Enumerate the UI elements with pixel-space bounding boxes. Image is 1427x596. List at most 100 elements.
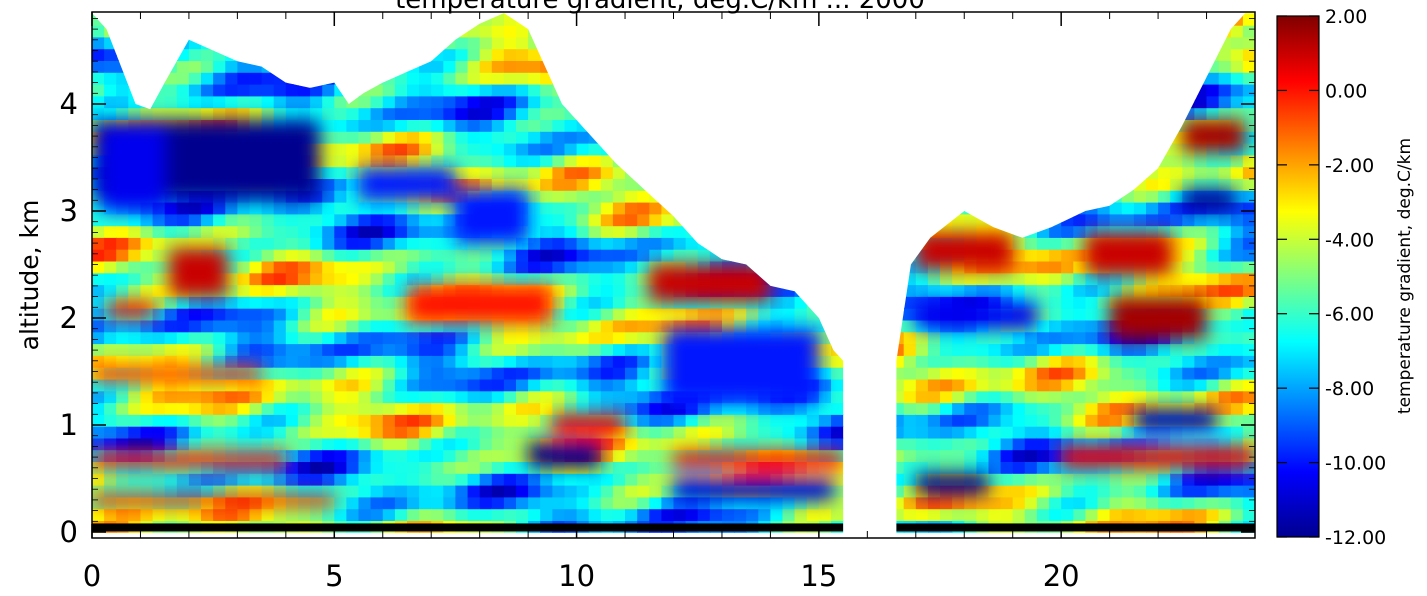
field-cell xyxy=(1012,119,1026,132)
field-cell xyxy=(1230,378,1244,392)
field-cell xyxy=(1218,378,1232,392)
field-cell xyxy=(758,237,772,250)
field-cell xyxy=(1012,437,1026,451)
field-cell xyxy=(431,331,445,345)
field-cell xyxy=(1242,178,1255,191)
field-cell xyxy=(794,284,808,297)
field-cell xyxy=(600,213,614,227)
field-cell xyxy=(1242,390,1255,404)
field-cell xyxy=(370,13,384,26)
field-cell xyxy=(794,48,808,61)
field-cell xyxy=(455,473,469,486)
field-cell xyxy=(915,272,929,286)
field-cell xyxy=(1158,60,1171,73)
field-cell xyxy=(104,390,117,404)
field-cell xyxy=(915,36,929,50)
field-cell xyxy=(649,390,663,404)
field-cell xyxy=(1194,355,1208,368)
field-cell xyxy=(673,48,687,61)
field-cell xyxy=(649,449,663,462)
field-cell xyxy=(600,508,614,521)
field-cell xyxy=(152,248,166,262)
field-cell xyxy=(237,272,251,286)
field-cell xyxy=(370,296,384,309)
field-cell xyxy=(285,13,299,26)
field-cell xyxy=(382,142,396,156)
field-cell xyxy=(285,390,299,404)
field-cell xyxy=(225,319,239,333)
field-cell xyxy=(467,131,481,144)
field-cell xyxy=(976,201,990,215)
field-cell xyxy=(927,190,941,203)
field-cell xyxy=(952,119,965,132)
field-cell xyxy=(358,260,372,274)
field-cell xyxy=(297,296,311,309)
field-cell xyxy=(1085,142,1099,156)
field-cell xyxy=(843,36,856,50)
field-cell xyxy=(1242,366,1255,380)
field-cell xyxy=(394,437,408,451)
field-cell xyxy=(709,437,723,451)
field-cell xyxy=(734,201,747,215)
field-cell xyxy=(225,72,239,85)
field-cell xyxy=(770,48,784,61)
field-cell xyxy=(576,119,590,132)
field-cell xyxy=(285,508,299,521)
field-cell xyxy=(407,24,420,38)
field-cell xyxy=(164,355,178,368)
field-cell xyxy=(92,390,105,404)
field-cell xyxy=(794,83,808,97)
heatmap-region xyxy=(92,451,286,468)
field-cell xyxy=(1109,142,1123,156)
field-cell xyxy=(516,414,529,427)
field-cell xyxy=(1000,24,1014,38)
field-cell xyxy=(140,414,154,427)
field-cell xyxy=(213,95,226,109)
field-cell xyxy=(782,119,796,132)
field-cell xyxy=(879,72,893,85)
field-cell xyxy=(879,378,893,392)
field-cell xyxy=(455,166,469,179)
field-cell xyxy=(152,355,166,368)
field-cell xyxy=(940,13,953,26)
field-cell xyxy=(1000,48,1014,61)
field-cell xyxy=(1024,390,1038,404)
field-cell xyxy=(612,154,626,168)
field-cell xyxy=(1036,95,1050,109)
field-cell xyxy=(261,237,275,250)
field-cell xyxy=(831,296,844,309)
field-cell xyxy=(612,461,626,474)
x-tick-label: 0 xyxy=(83,559,101,593)
field-cell xyxy=(661,237,675,250)
field-cell xyxy=(491,119,505,132)
field-cell xyxy=(128,24,142,38)
field-cell xyxy=(940,437,953,451)
field-cell xyxy=(818,414,832,427)
field-cell xyxy=(988,378,1002,392)
field-cell xyxy=(334,473,348,486)
field-cell xyxy=(855,48,869,61)
field-cell xyxy=(1206,225,1220,238)
field-cell xyxy=(1182,484,1196,498)
field-cell xyxy=(927,36,941,50)
field-cell xyxy=(1206,248,1220,262)
field-cell xyxy=(346,331,360,345)
field-cell xyxy=(261,402,275,415)
field-cell xyxy=(915,284,929,297)
field-cell xyxy=(1000,355,1014,368)
field-cell xyxy=(564,142,578,156)
field-cell xyxy=(867,484,881,498)
field-cell xyxy=(1218,307,1232,321)
field-cell xyxy=(370,449,384,462)
field-cell xyxy=(491,36,505,50)
field-cell xyxy=(891,402,905,415)
field-cell xyxy=(1036,260,1050,274)
field-cell xyxy=(346,414,360,427)
field-cell xyxy=(297,272,311,286)
field-cell xyxy=(879,331,893,345)
field-cell xyxy=(685,190,699,203)
field-cell xyxy=(1170,166,1184,179)
field-cell xyxy=(1182,260,1196,274)
field-cell xyxy=(261,272,275,286)
field-cell xyxy=(831,402,844,415)
